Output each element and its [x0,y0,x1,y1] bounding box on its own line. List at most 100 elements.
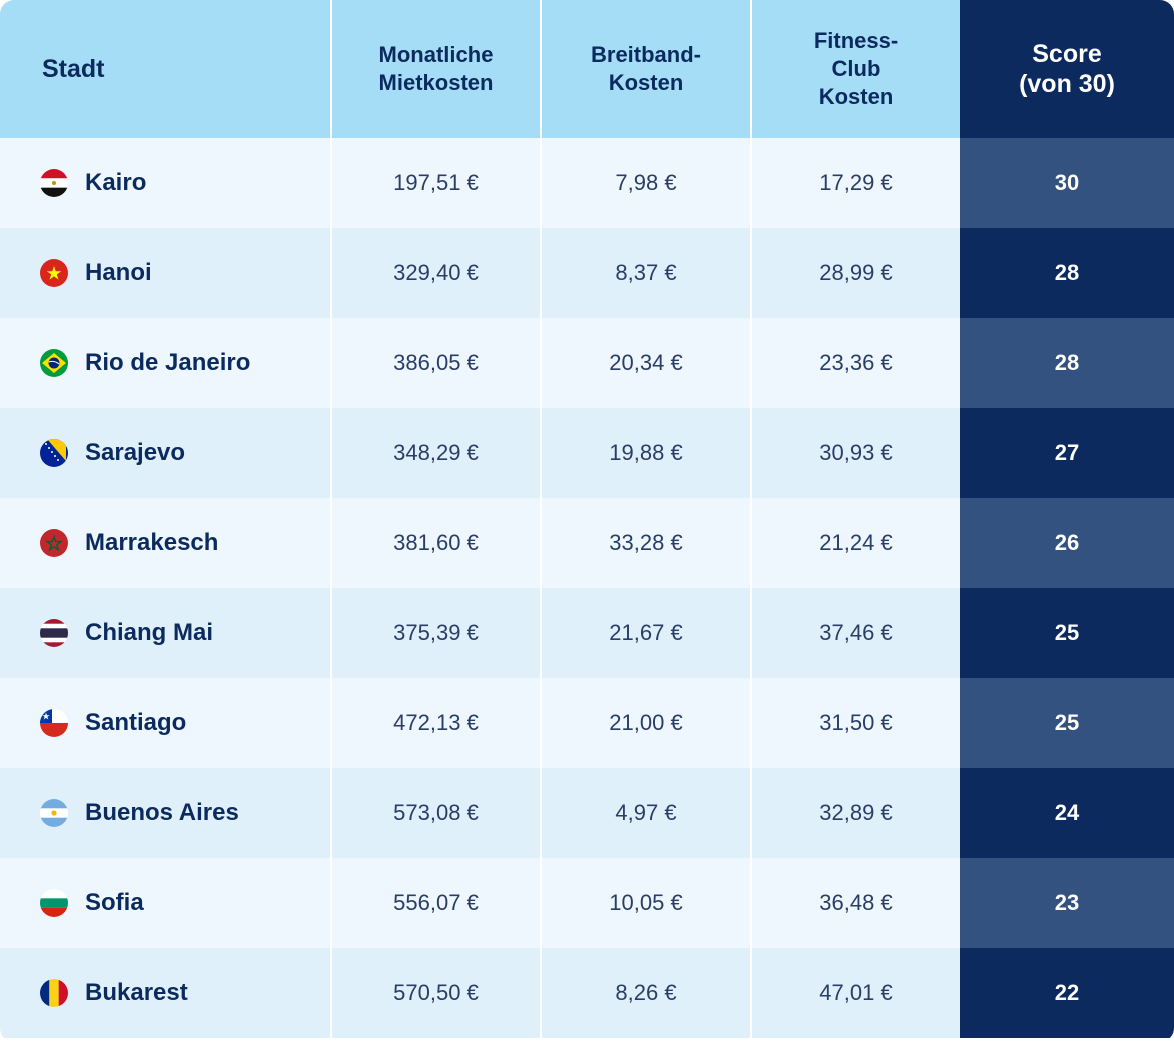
column-divider [330,408,332,498]
gym-cell: 30,93 € [752,408,960,498]
egypt-flag-icon [40,169,68,197]
rent-cell: 381,60 € [332,498,540,588]
column-divider [330,0,332,138]
header-gym-label: Fitness- Club Kosten [813,28,899,109]
thailand-flag-icon [40,619,68,647]
column-divider [540,678,542,768]
city-name: Sofia [85,889,144,916]
column-divider [330,768,332,858]
gym-cell: 23,36 € [752,318,960,408]
score-cell: 24 [960,768,1174,858]
column-divider [750,228,752,318]
header-score: Score (von 30) [960,0,1174,138]
city-cell: Bukarest [0,948,330,1038]
romania-flag-icon [40,979,68,1007]
city-name: Kairo [85,169,147,196]
header-city-label: Stadt [42,55,105,83]
column-divider [540,588,542,678]
rent-cell: 329,40 € [332,228,540,318]
broadband-cell: 8,37 € [542,228,750,318]
header-broadband-label: Breitband- Kosten [591,42,701,95]
column-divider [750,678,752,768]
rent-cell: 573,08 € [332,768,540,858]
column-divider [540,408,542,498]
score-cell: 25 [960,678,1174,768]
broadband-cell: 8,26 € [542,948,750,1038]
broadband-cell: 20,34 € [542,318,750,408]
broadband-cell: 19,88 € [542,408,750,498]
column-divider [750,498,752,588]
rent-cell: 386,05 € [332,318,540,408]
column-divider [750,858,752,948]
header-city: Stadt [0,0,330,138]
column-divider [750,768,752,858]
rent-cell: 556,07 € [332,858,540,948]
broadband-cell: 10,05 € [542,858,750,948]
score-cell: 28 [960,318,1174,408]
header-broadband: Breitband- Kosten [542,0,750,138]
column-divider [540,768,542,858]
column-divider [540,318,542,408]
brazil-flag-icon [40,349,68,377]
gym-cell: 21,24 € [752,498,960,588]
column-divider [330,498,332,588]
city-name: Chiang Mai [85,619,214,646]
chile-flag-icon [40,709,68,737]
column-divider [540,0,542,138]
argentina-flag-icon [40,799,68,827]
broadband-cell: 7,98 € [542,138,750,228]
column-divider [330,228,332,318]
gym-cell: 28,99 € [752,228,960,318]
broadband-cell: 33,28 € [542,498,750,588]
column-divider [330,588,332,678]
city-cell: Hanoi [0,228,330,318]
rent-cell: 197,51 € [332,138,540,228]
score-cell: 22 [960,948,1174,1038]
column-divider [750,588,752,678]
gym-cell: 17,29 € [752,138,960,228]
column-divider [750,0,752,138]
vietnam-flag-icon [40,259,68,287]
broadband-cell: 21,00 € [542,678,750,768]
gym-cell: 47,01 € [752,948,960,1038]
city-cell: Buenos Aires [0,768,330,858]
header-score-label: Score (von 30) [1019,40,1115,98]
city-cell: Kairo [0,138,330,228]
column-divider [540,498,542,588]
city-cell: Sofia [0,858,330,948]
gym-cell: 31,50 € [752,678,960,768]
broadband-cell: 4,97 € [542,768,750,858]
city-name: Santiago [85,709,187,736]
column-divider [750,948,752,1038]
city-name: Bukarest [85,979,188,1006]
city-cell: Chiang Mai [0,588,330,678]
column-divider [750,318,752,408]
score-cell: 28 [960,228,1174,318]
score-cell: 25 [960,588,1174,678]
city-cell: Santiago [0,678,330,768]
score-cell: 26 [960,498,1174,588]
gym-cell: 37,46 € [752,588,960,678]
city-name: Rio de Janeiro [85,349,251,376]
column-divider [750,138,752,228]
city-cell: Sarajevo [0,408,330,498]
rent-cell: 375,39 € [332,588,540,678]
header-rent: Monatliche Mietkosten [332,0,540,138]
bulgaria-flag-icon [40,889,68,917]
morocco-flag-icon [40,529,68,557]
score-cell: 27 [960,408,1174,498]
column-divider [330,948,332,1038]
column-divider [330,858,332,948]
bosnia-flag-icon [40,439,68,467]
column-divider [540,948,542,1038]
city-cell: Rio de Janeiro [0,318,330,408]
column-divider [330,678,332,768]
column-divider [540,228,542,318]
gym-cell: 32,89 € [752,768,960,858]
header-gym: Fitness- Club Kosten [752,0,960,138]
rent-cell: 570,50 € [332,948,540,1038]
column-divider [540,858,542,948]
rent-cell: 348,29 € [332,408,540,498]
score-cell: 23 [960,858,1174,948]
